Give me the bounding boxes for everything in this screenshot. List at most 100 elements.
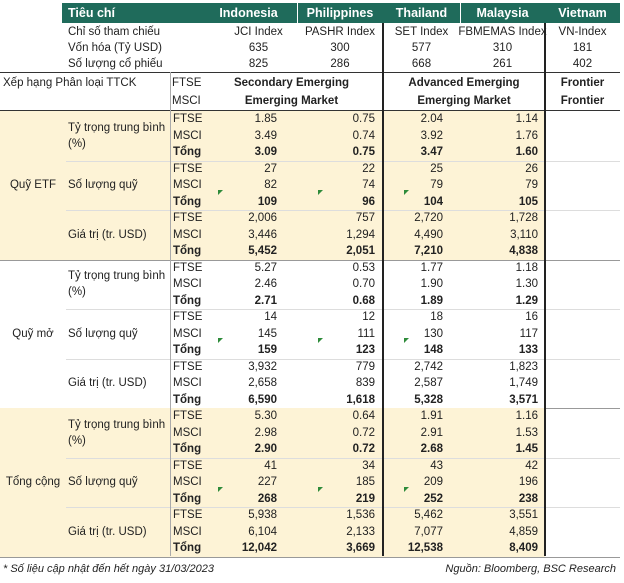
info-value: 310 xyxy=(492,42,513,54)
cell-value: 0.74 xyxy=(352,129,375,142)
cell-value: 1,294 xyxy=(346,228,375,241)
header-cell: Tiêu chí xyxy=(68,6,116,20)
group-rule xyxy=(66,160,620,162)
cell-value: 0.70 xyxy=(352,278,375,291)
row-label: Tổng xyxy=(173,195,202,208)
info-value: 577 xyxy=(411,42,432,54)
group-rule xyxy=(66,309,620,310)
cell-value: 18 xyxy=(430,311,443,324)
cell-marker xyxy=(318,338,323,343)
cell-value: 1.76 xyxy=(515,129,538,142)
cell-value: 3.09 xyxy=(254,146,277,159)
cell-value: 2.98 xyxy=(254,426,277,439)
cell-value: 185 xyxy=(355,476,375,489)
header-divider xyxy=(297,3,298,23)
cell-value: 96 xyxy=(362,195,375,208)
cell-value: 2,658 xyxy=(248,377,277,390)
row-label: MSCI xyxy=(173,228,202,241)
cell-value: 2.04 xyxy=(420,113,443,126)
row-label: Tổng xyxy=(173,344,202,357)
cell-value: 1,536 xyxy=(346,509,375,522)
metric-label: Giá trị (tr. USD) xyxy=(68,525,147,538)
cell-value: 3.92 xyxy=(420,129,443,142)
cell-value: 252 xyxy=(423,492,443,505)
row-label: MSCI xyxy=(173,179,202,192)
cell-value: 8,409 xyxy=(509,542,538,555)
row-label: FTSE xyxy=(173,459,203,472)
header-cell: Vietnam xyxy=(558,6,607,20)
cell-value: 219 xyxy=(355,492,375,505)
cell-value: 779 xyxy=(355,360,375,373)
row-label: FTSE xyxy=(173,360,203,373)
cell-value: 3,446 xyxy=(248,228,277,241)
cell-value: 0.53 xyxy=(352,261,375,274)
cell-value: 6,104 xyxy=(248,525,277,538)
cell-value: 0.72 xyxy=(352,443,375,456)
cell-marker xyxy=(218,189,223,195)
cell-value: 2,720 xyxy=(414,212,443,225)
cell-value: 1.60 xyxy=(515,146,538,159)
cell-value: 12,042 xyxy=(241,542,277,555)
cell-value: 133 xyxy=(518,344,538,357)
cell-value: 1.91 xyxy=(420,410,443,423)
cell-value: 2.68 xyxy=(420,443,443,456)
cell-value: 43 xyxy=(430,459,443,472)
info-value: 635 xyxy=(248,42,269,54)
classification-value: Emerging Market xyxy=(244,95,339,107)
cell-value: 3,551 xyxy=(509,509,538,522)
info-value: SET Index xyxy=(394,26,449,38)
row-label: MSCI xyxy=(173,426,202,439)
info-value: 825 xyxy=(248,58,269,70)
header-cell: Indonesia xyxy=(219,6,278,20)
cell-value: 74 xyxy=(362,179,375,192)
cell-marker xyxy=(404,486,409,492)
cell-value: 5.27 xyxy=(254,261,277,274)
cell-value: 2.71 xyxy=(254,294,277,307)
metric-label: Số lượng quỹ xyxy=(68,476,138,489)
cell-value: 105 xyxy=(518,195,538,208)
section-label: Tổng cộng xyxy=(5,476,61,489)
cell-value: 145 xyxy=(257,327,277,340)
group-rule xyxy=(66,358,620,360)
column-rule xyxy=(544,23,546,556)
info-label: Chỉ số tham chiếu xyxy=(68,26,161,38)
column-rule xyxy=(382,23,384,556)
info-value: PASHR Index xyxy=(304,26,376,38)
row-label: FTSE xyxy=(173,162,203,175)
header-divider xyxy=(460,3,461,23)
cell-value: 2.46 xyxy=(254,278,277,291)
cell-value: 3,669 xyxy=(346,542,375,555)
cell-value: 82 xyxy=(264,179,277,192)
cell-value: 0.72 xyxy=(352,426,375,439)
group-rule xyxy=(66,507,620,508)
cell-value: 5.30 xyxy=(254,410,277,423)
cell-value: 7,077 xyxy=(414,525,443,538)
cell-value: 0.68 xyxy=(352,294,375,307)
rule xyxy=(0,72,620,73)
row-label: MSCI xyxy=(173,476,202,489)
cell-value: 5,462 xyxy=(414,509,443,522)
rule xyxy=(0,259,620,261)
row-label: FTSE xyxy=(173,113,203,126)
cell-value: 111 xyxy=(357,327,375,340)
cell-value: 209 xyxy=(423,476,443,489)
cell-value: 27 xyxy=(264,162,277,175)
cell-marker xyxy=(318,189,323,195)
header-cell: Philippines xyxy=(306,6,374,20)
classification-value: Frontier xyxy=(560,77,605,89)
cell-value: 130 xyxy=(423,327,443,340)
cell-value: 12 xyxy=(362,311,375,324)
cell-value: 4,838 xyxy=(509,245,538,258)
cell-value: 2,587 xyxy=(414,377,443,390)
cell-value: 5,328 xyxy=(414,393,443,406)
classification-value: Advanced Emerging xyxy=(408,77,520,89)
header-cell: Malaysia xyxy=(476,6,529,20)
row-label: MSCI xyxy=(173,377,202,390)
cell-value: 1.45 xyxy=(515,443,538,456)
cell-value: 0.64 xyxy=(352,410,375,423)
classification-value: Emerging Market xyxy=(417,95,511,107)
cell-value: 4,490 xyxy=(414,228,443,241)
cell-marker xyxy=(218,486,223,492)
info-value: 181 xyxy=(572,42,593,54)
